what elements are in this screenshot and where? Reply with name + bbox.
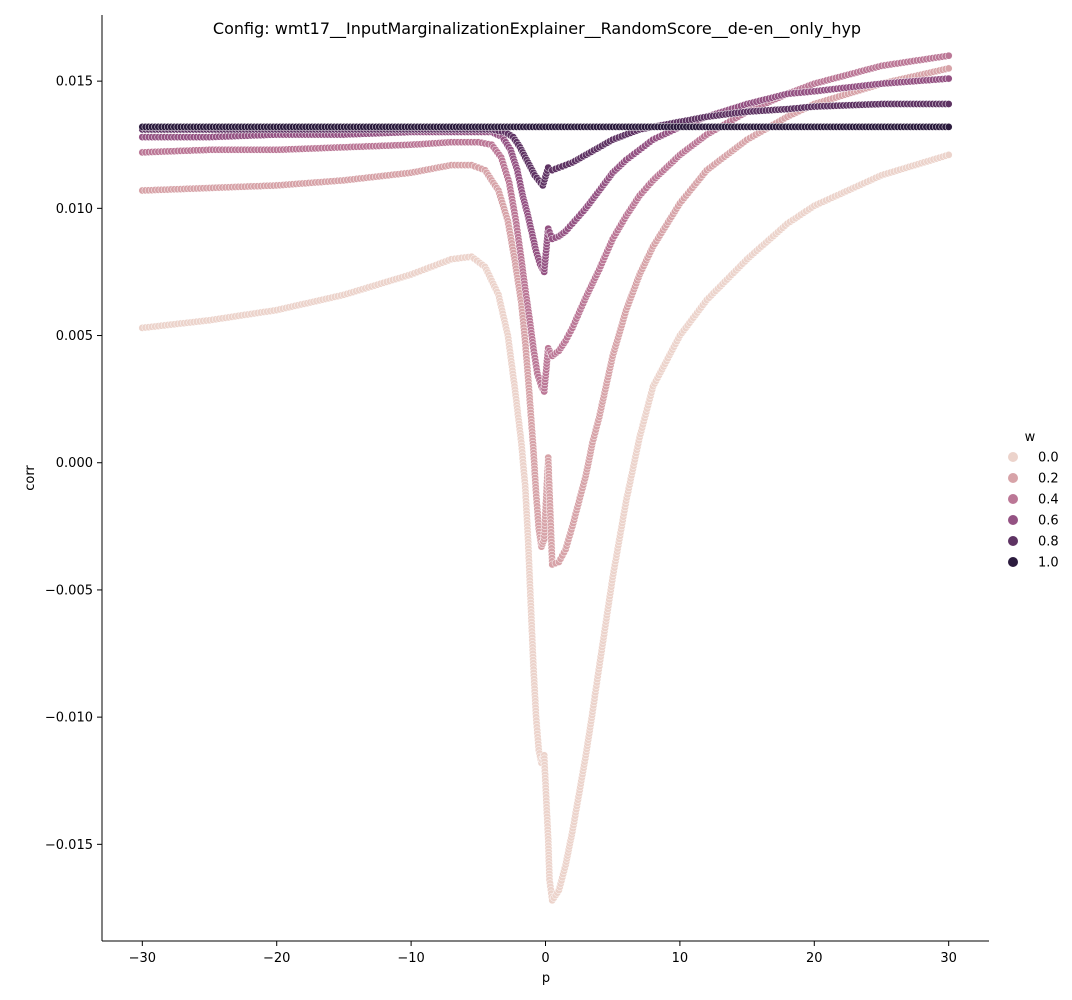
x-tick-label: −30	[129, 951, 156, 966]
y-tick-label: −0.005	[45, 583, 93, 598]
data-points-layer	[138, 51, 953, 905]
legend-marker	[1008, 452, 1018, 462]
x-tick-label: 0	[541, 951, 549, 966]
legend-marker	[1008, 557, 1018, 567]
data-point-w-1.0	[944, 123, 953, 131]
y-tick-label: 0.010	[56, 202, 93, 217]
data-point-w-0.2	[944, 64, 953, 73]
legend: w 0.0 0.2 0.4 0.6 0.8 1.0	[1008, 430, 1059, 571]
legend-marker	[1008, 494, 1018, 504]
x-axis-ticks: −30 −20 −10 0 10 20 30	[129, 941, 957, 966]
data-point-w-0.8	[944, 100, 953, 108]
legend-label: 0.4	[1038, 493, 1059, 508]
y-tick-label: 0.015	[56, 75, 93, 90]
x-tick-label: 30	[940, 951, 957, 966]
x-tick-label: −10	[397, 951, 424, 966]
data-point-w-0.0	[944, 151, 953, 159]
legend-marker	[1008, 536, 1018, 546]
y-axis-ticks: −0.015 −0.010 −0.005 0.000 0.005 0.010 0.015	[45, 75, 102, 853]
legend-label: 0.6	[1038, 514, 1059, 529]
legend-marker	[1008, 473, 1018, 483]
x-axis-label: p	[542, 971, 550, 986]
y-tick-label: 0.005	[56, 329, 93, 344]
y-axis-label: corr	[23, 465, 38, 491]
x-tick-label: −20	[263, 951, 290, 966]
legend-marker	[1008, 515, 1018, 525]
legend-label: 0.8	[1038, 535, 1059, 550]
legend-label: 1.0	[1038, 556, 1059, 571]
x-tick-label: 20	[806, 951, 823, 966]
legend-label: 0.0	[1038, 451, 1059, 466]
legend-title: w	[1025, 430, 1036, 445]
y-tick-label: −0.010	[45, 711, 93, 726]
legend-label: 0.2	[1038, 472, 1059, 487]
y-tick-label: 0.000	[56, 456, 93, 471]
chart-title: Config: wmt17__InputMarginalizationExpla…	[213, 19, 861, 39]
data-point-w-0.6	[944, 74, 953, 83]
x-tick-label: 10	[672, 951, 689, 966]
y-tick-label: −0.015	[45, 838, 93, 853]
data-point-w-0.4	[944, 51, 953, 60]
